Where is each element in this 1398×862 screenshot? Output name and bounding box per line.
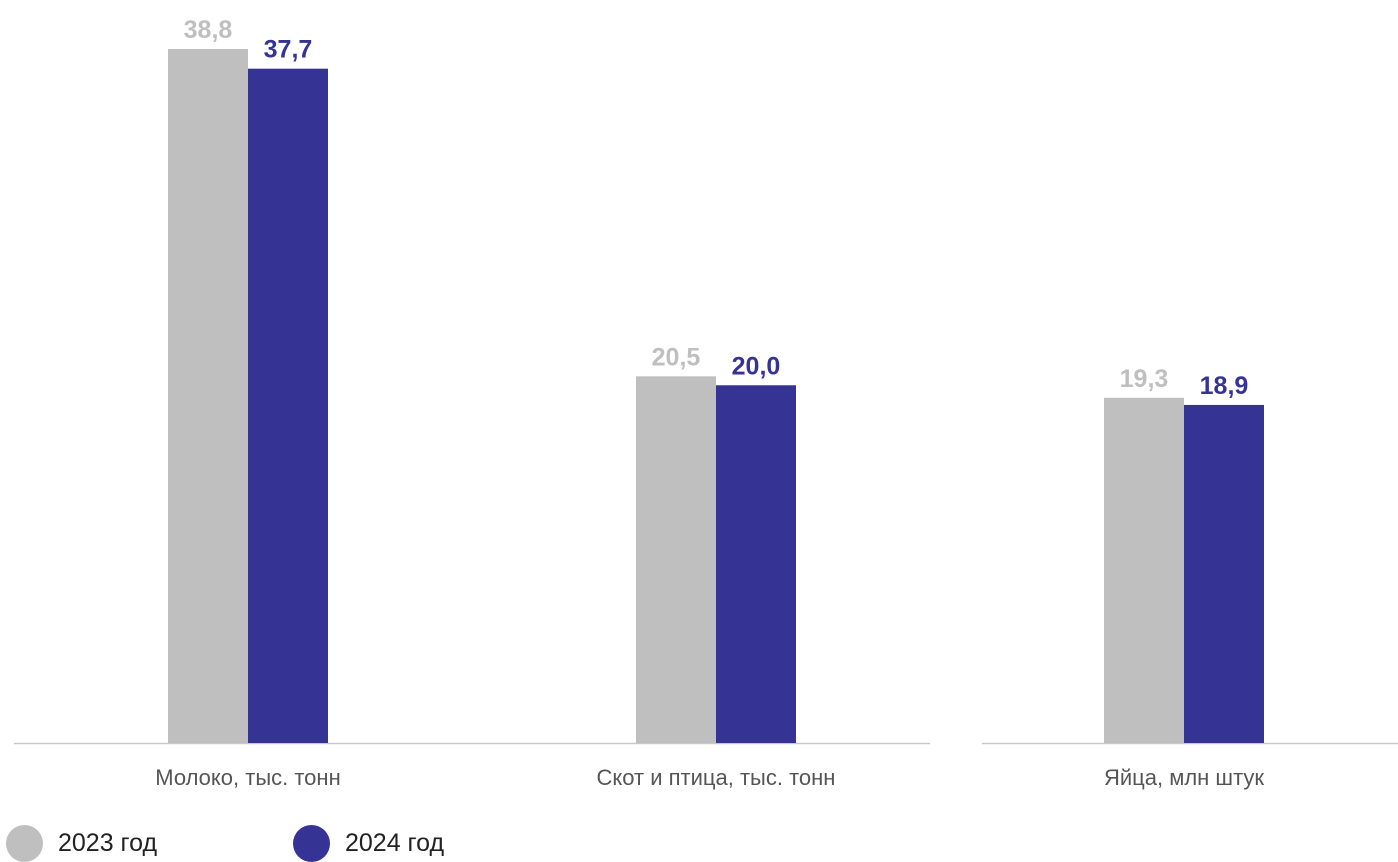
legend-label-2023: 2023 год bbox=[58, 829, 158, 857]
value-label-2024-1: 20,0 bbox=[732, 352, 781, 380]
value-label-2023-0: 38,8 bbox=[184, 16, 233, 44]
category-label-2: Яйца, млн штук bbox=[1104, 765, 1264, 790]
bar-2023-1 bbox=[636, 376, 716, 743]
value-label-2023-2: 19,3 bbox=[1120, 365, 1169, 393]
category-label-0: Молоко, тыс. тонн bbox=[155, 765, 340, 790]
bar-2024-2 bbox=[1184, 404, 1264, 743]
value-label-2024-0: 37,7 bbox=[264, 36, 313, 64]
category-label-1: Скот и птица, тыс. тонн bbox=[597, 765, 836, 790]
value-labels: 38,8 37,7 20,5 20,0 19,3 18,9 bbox=[184, 16, 1249, 400]
legend-swatch-2023 bbox=[6, 825, 43, 862]
legend-item-2023: 2023 год bbox=[6, 825, 157, 862]
bar-2024-1 bbox=[716, 385, 796, 743]
bar-2023-0 bbox=[168, 49, 248, 743]
bar-2024-0 bbox=[248, 68, 328, 744]
legend-label-2024: 2024 год bbox=[345, 829, 445, 857]
legend-swatch-2024 bbox=[293, 825, 330, 862]
legend-item-2024: 2024 год bbox=[293, 825, 444, 862]
bars bbox=[168, 49, 1264, 744]
category-labels: Молоко, тыс. тонн Скот и птица, тыс. тонн… bbox=[155, 765, 1264, 790]
value-label-2023-1: 20,5 bbox=[652, 343, 701, 371]
bar-2023-2 bbox=[1104, 397, 1184, 743]
value-label-2024-2: 18,9 bbox=[1200, 372, 1249, 400]
